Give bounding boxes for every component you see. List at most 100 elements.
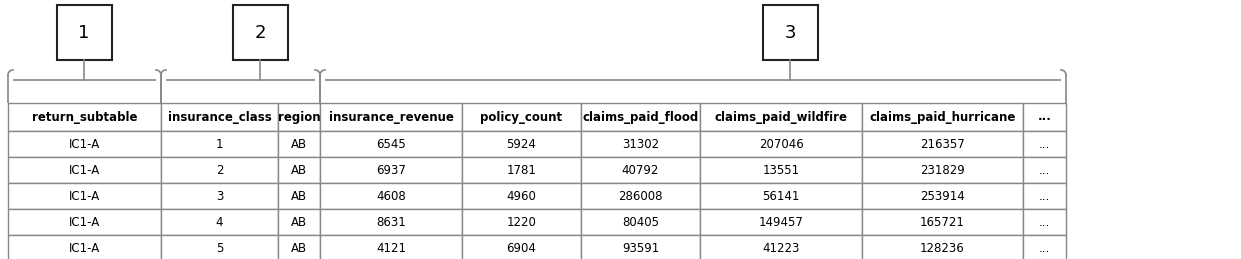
Text: AB: AB xyxy=(290,163,307,176)
Text: AB: AB xyxy=(290,215,307,228)
Bar xyxy=(7,209,161,235)
Bar xyxy=(7,183,161,209)
Bar xyxy=(462,103,581,131)
Bar xyxy=(762,5,818,60)
Bar xyxy=(581,235,700,259)
Text: 93591: 93591 xyxy=(622,241,659,255)
Text: 128236: 128236 xyxy=(920,241,964,255)
Bar xyxy=(278,157,320,183)
Bar xyxy=(7,235,161,259)
Bar xyxy=(700,103,862,131)
Bar xyxy=(862,183,1023,209)
Text: IC1-A: IC1-A xyxy=(68,138,101,150)
Bar xyxy=(462,235,581,259)
Text: IC1-A: IC1-A xyxy=(68,190,101,203)
Text: ...: ... xyxy=(1039,163,1050,176)
Text: ...: ... xyxy=(1039,215,1050,228)
Bar xyxy=(161,157,278,183)
Text: 4960: 4960 xyxy=(506,190,536,203)
Text: AB: AB xyxy=(290,138,307,150)
Bar xyxy=(320,235,462,259)
Text: IC1-A: IC1-A xyxy=(68,163,101,176)
Bar xyxy=(581,157,700,183)
Bar xyxy=(161,209,278,235)
Bar xyxy=(1023,235,1066,259)
Bar xyxy=(700,131,862,157)
Text: 6904: 6904 xyxy=(506,241,536,255)
Text: 1220: 1220 xyxy=(506,215,536,228)
Bar xyxy=(462,209,581,235)
Bar xyxy=(161,183,278,209)
Text: 1781: 1781 xyxy=(506,163,536,176)
Bar xyxy=(7,103,161,131)
Text: 6545: 6545 xyxy=(376,138,406,150)
Text: claims_paid_hurricane: claims_paid_hurricane xyxy=(869,111,1015,124)
Bar xyxy=(278,131,320,157)
Text: 41223: 41223 xyxy=(762,241,799,255)
Text: 4: 4 xyxy=(216,215,223,228)
Text: return_subtable: return_subtable xyxy=(32,111,138,124)
Text: 1: 1 xyxy=(216,138,223,150)
Bar xyxy=(581,209,700,235)
Text: ...: ... xyxy=(1039,138,1050,150)
Text: 5: 5 xyxy=(216,241,223,255)
Bar xyxy=(862,131,1023,157)
Bar xyxy=(320,131,462,157)
Bar xyxy=(278,103,320,131)
Text: 40792: 40792 xyxy=(622,163,659,176)
Text: 5924: 5924 xyxy=(506,138,536,150)
Bar xyxy=(320,157,462,183)
Bar xyxy=(700,235,862,259)
Bar xyxy=(462,131,581,157)
Text: 31302: 31302 xyxy=(622,138,659,150)
Text: 3: 3 xyxy=(216,190,223,203)
Bar xyxy=(862,209,1023,235)
Text: 231829: 231829 xyxy=(920,163,964,176)
Text: 207046: 207046 xyxy=(758,138,803,150)
Bar xyxy=(581,103,700,131)
Text: 4121: 4121 xyxy=(376,241,406,255)
Text: 253914: 253914 xyxy=(920,190,964,203)
Text: 165721: 165721 xyxy=(920,215,965,228)
Bar xyxy=(1023,157,1066,183)
Text: policy_count: policy_count xyxy=(480,111,562,124)
Text: 2: 2 xyxy=(254,24,266,41)
Bar xyxy=(7,131,161,157)
Text: AB: AB xyxy=(290,190,307,203)
Bar xyxy=(320,183,462,209)
Bar xyxy=(278,183,320,209)
Bar xyxy=(161,235,278,259)
Bar xyxy=(278,235,320,259)
Text: ...: ... xyxy=(1039,241,1050,255)
Bar xyxy=(1023,209,1066,235)
Bar xyxy=(862,157,1023,183)
Bar xyxy=(161,131,278,157)
Text: AB: AB xyxy=(290,241,307,255)
Bar xyxy=(700,183,862,209)
Text: 1: 1 xyxy=(78,24,89,41)
Text: 4608: 4608 xyxy=(376,190,406,203)
Text: 8631: 8631 xyxy=(376,215,406,228)
Bar xyxy=(278,209,320,235)
Text: claims_paid_flood: claims_paid_flood xyxy=(582,111,699,124)
Bar xyxy=(1023,131,1066,157)
Text: insurance_revenue: insurance_revenue xyxy=(329,111,453,124)
Text: 286008: 286008 xyxy=(618,190,663,203)
Bar xyxy=(700,209,862,235)
Text: 6937: 6937 xyxy=(376,163,406,176)
Bar xyxy=(232,5,288,60)
Text: 56141: 56141 xyxy=(762,190,799,203)
Text: claims_paid_wildfire: claims_paid_wildfire xyxy=(715,111,848,124)
Bar xyxy=(161,103,278,131)
Text: 80405: 80405 xyxy=(622,215,659,228)
Bar xyxy=(462,183,581,209)
Text: IC1-A: IC1-A xyxy=(68,215,101,228)
Text: ...: ... xyxy=(1037,111,1051,124)
Bar xyxy=(7,157,161,183)
Bar xyxy=(1023,103,1066,131)
Text: 13551: 13551 xyxy=(762,163,799,176)
Text: 216357: 216357 xyxy=(920,138,964,150)
Text: 149457: 149457 xyxy=(758,215,803,228)
Bar xyxy=(862,235,1023,259)
Text: region: region xyxy=(278,111,320,124)
